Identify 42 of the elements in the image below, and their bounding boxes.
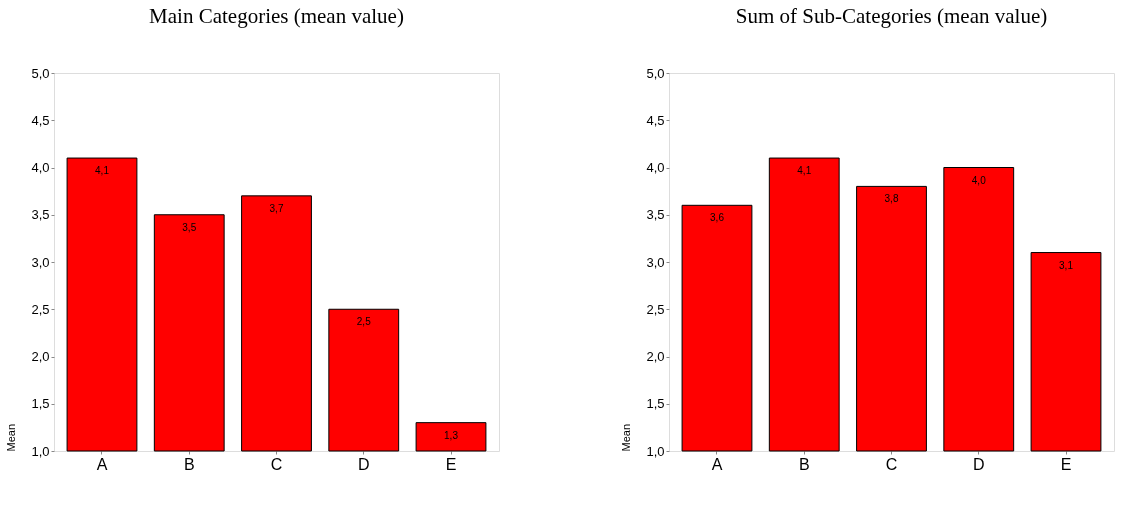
y-tick-label: 3,0 <box>646 254 665 270</box>
data-label: 2,5 <box>356 316 372 328</box>
y-tick-label: 2,0 <box>31 349 50 364</box>
y-tick-label: 4,0 <box>31 160 50 175</box>
y-tick-label: 4,5 <box>31 112 50 128</box>
y-tick-label: 2,0 <box>646 349 665 364</box>
y-tick-label: 5,0 <box>646 65 665 81</box>
data-label: 3,5 <box>182 221 197 233</box>
y-axis-title: Mean <box>620 423 633 452</box>
x-tick-label: E <box>445 455 457 473</box>
x-tick-label: C <box>885 455 898 473</box>
y-axis-title: Mean <box>5 423 18 452</box>
y-tick-label: 1,0 <box>31 443 50 459</box>
data-label: 3,7 <box>269 202 284 214</box>
data-label: 3,6 <box>710 212 725 224</box>
x-tick-label: A <box>96 455 108 473</box>
x-tick-label: E <box>1060 455 1072 473</box>
data-label: 4,1 <box>797 165 812 177</box>
y-tick-label: 5,0 <box>31 65 50 81</box>
x-tick-label: D <box>972 455 985 473</box>
y-tick-label: 1,5 <box>31 396 50 412</box>
data-label: 4,1 <box>95 165 110 177</box>
chart-title: Main Categories (mean value) <box>149 4 404 28</box>
y-tick-label: 4,0 <box>646 160 665 175</box>
y-tick-label: 1,5 <box>646 396 665 412</box>
data-label: 1,3 <box>444 429 459 441</box>
data-label: 3,1 <box>1059 259 1074 271</box>
chart-title: Sum of Sub-Categories (mean value) <box>735 4 1048 28</box>
x-tick-label: C <box>270 455 283 473</box>
y-tick-label: 3,0 <box>31 254 50 270</box>
y-tick-label: 2,5 <box>646 301 665 317</box>
x-tick-label: D <box>357 455 370 473</box>
x-tick-label: A <box>711 455 723 473</box>
y-tick-label: 4,5 <box>646 112 665 128</box>
x-tick-label: B <box>798 455 810 473</box>
y-tick-label: 1,0 <box>646 443 665 459</box>
y-tick-label: 3,5 <box>31 207 50 223</box>
y-tick-label: 2,5 <box>31 301 50 317</box>
data-label: 3,8 <box>884 193 899 205</box>
y-tick-label: 3,5 <box>646 207 665 223</box>
x-tick-label: B <box>183 455 195 473</box>
data-label: 4,0 <box>971 174 987 186</box>
